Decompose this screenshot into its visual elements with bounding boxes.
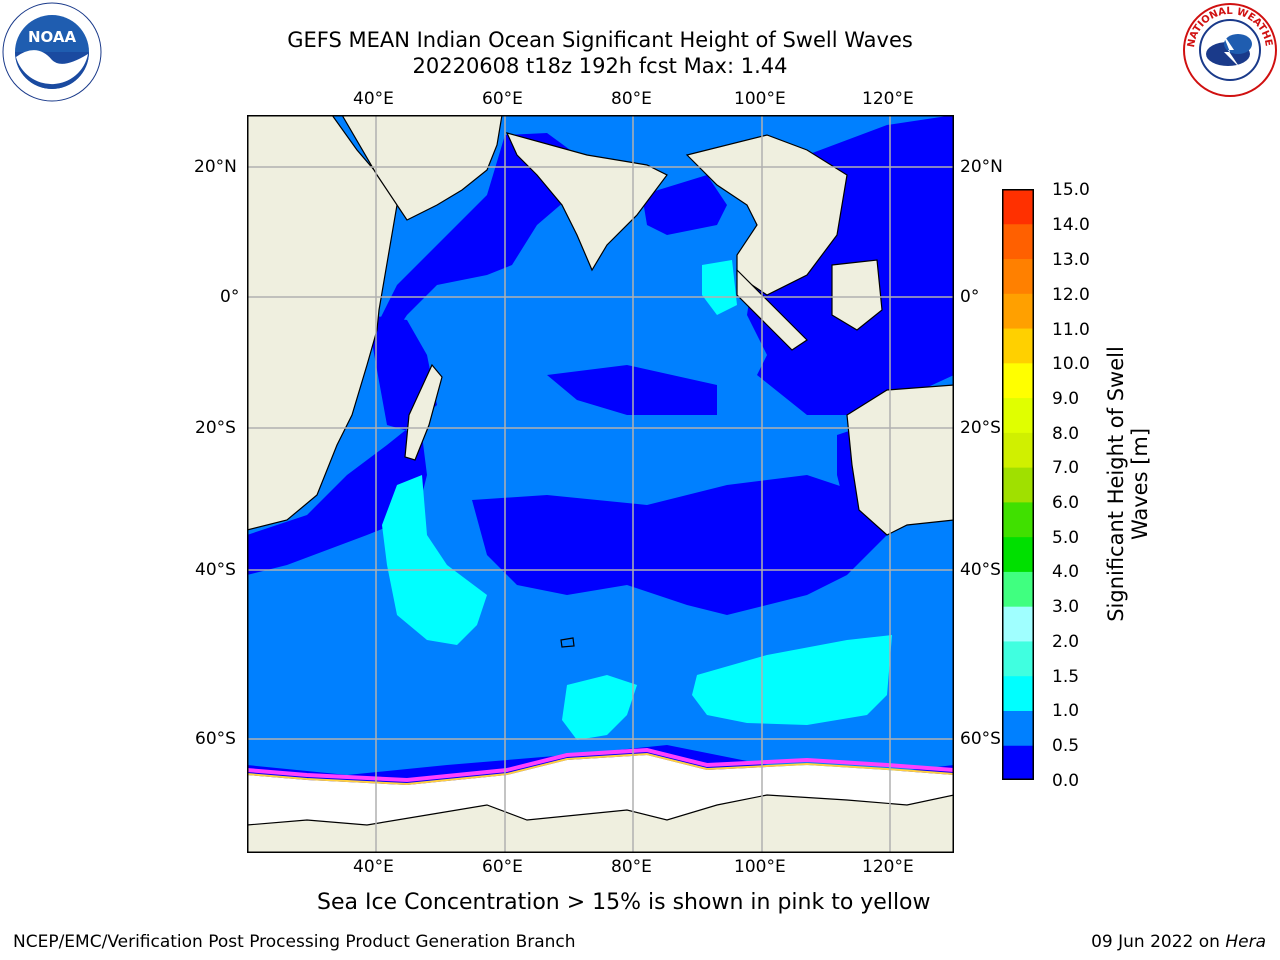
noaa-logo: NOAA [2,2,102,102]
footer-date: 09 Jun 2022 on Hera [1091,932,1266,952]
colorbar-segment [1002,467,1034,503]
land-australia [846,384,954,536]
colorbar-segment [1002,362,1034,399]
colorbar-tick: 13.0 [1052,250,1090,270]
lat-label-left-20S: 20°S [195,418,236,438]
land-borneo [831,259,883,331]
colorbar-segment [1002,293,1034,329]
colorbar-tick: 12.0 [1052,285,1090,305]
swell-region-arabian-sea [377,133,577,330]
colorbar-tick: 2.0 [1052,632,1080,652]
sea-ice-edge-yellow [247,752,954,786]
lon-label-bottom-120E: 120°E [862,857,914,877]
lat-label-right-0: 0° [960,287,980,307]
lon-label-bottom-60E: 60°E [482,857,523,877]
colorbar-segment [1002,501,1034,538]
footer-host: Hera [1225,932,1266,952]
colorbar-tick: 5.0 [1052,528,1080,548]
lat-label-right-20N: 20°N [960,157,1003,177]
lon-label-bottom-100E: 100°E [734,857,786,877]
lon-label-top-80E: 80°E [611,89,652,109]
colorbar-segment [1002,571,1034,607]
lat-label-right-60S: 60°S [960,729,1001,749]
lat-label-right-20S: 20°S [960,418,1001,438]
colorbar-frame [1002,189,1034,780]
chart-title: GEFS MEAN Indian Ocean Significant Heigh… [287,28,913,52]
lat-label-left-60S: 60°S [195,729,236,749]
land-kerguelen [560,637,575,648]
colorbar-segment [1002,223,1034,260]
colorbar-tick: 11.0 [1052,320,1090,340]
swell-region-cyan-s [562,675,637,740]
lon-label-top-40E: 40°E [353,89,394,109]
colorbar-tick: 14.0 [1052,215,1090,235]
land-indochina [685,134,848,296]
colorbar-segment [1002,536,1034,572]
colorbar-label-line2: Waves [m] [1128,427,1152,541]
swell-region-cyan-equatorial [702,260,737,315]
lat-label-left-0: 0° [220,287,240,307]
nws-logo: NATIONAL WEATHER SERVICE [1182,2,1277,97]
land-antarctica [247,794,954,853]
chart-subtitle: 20220608 t18z 192h fcst Max: 1.44 [412,54,788,78]
colorbar-tick: 15.0 [1052,180,1090,200]
swell-region-bay-of-bengal [642,175,727,235]
gridlines [247,115,954,853]
colorbar [1002,189,1034,780]
colorbar-segment [1002,606,1034,642]
colorbar-segment [1002,745,1034,780]
colorbar-tick: 1.5 [1052,667,1080,687]
colorbar-tick: 8.0 [1052,424,1080,444]
swell-region-central-east [547,365,717,415]
colorbar-tick: 0.0 [1052,771,1080,791]
colorbar-segment [1002,675,1034,711]
lon-label-top-120E: 120°E [862,89,914,109]
colorbar-tick: 3.0 [1052,597,1080,617]
colorbar-segment [1002,328,1034,364]
colorbar-tick: 6.0 [1052,493,1080,513]
swell-region-cyan-sw [382,475,487,645]
footer-date-text: 09 Jun 2022 on [1091,932,1226,952]
colorbar-segment [1002,189,1034,225]
lat-label-left-40S: 40°S [195,560,236,580]
colorbar-tick: 0.5 [1052,736,1080,756]
footer-credit: NCEP/EMC/Verification Post Processing Pr… [13,932,576,952]
colorbar-tick: 10.0 [1052,354,1090,374]
lon-label-top-60E: 60°E [482,89,523,109]
colorbar-label-line1: Significant Height of Swell [1104,346,1128,622]
swell-height-map [247,115,954,853]
lon-label-bottom-80E: 80°E [611,857,652,877]
sea-ice-note: Sea Ice Concentration > 15% is shown in … [317,890,931,915]
map-frame [247,115,954,853]
lon-label-bottom-40E: 40°E [353,857,394,877]
colorbar-tick: 4.0 [1052,562,1080,582]
lon-label-top-100E: 100°E [734,89,786,109]
land-sumatra [736,268,808,351]
colorbar-segment [1002,397,1034,433]
noaa-logo-text: NOAA [28,28,77,46]
lat-label-left-20N: 20°N [194,157,237,177]
lat-label-right-40S: 40°S [960,560,1001,580]
colorbar-tick: 7.0 [1052,458,1080,478]
swell-region-cyan-se [692,635,892,725]
land-madagascar [404,363,443,461]
colorbar-segment [1002,640,1034,677]
colorbar-segment [1002,710,1034,746]
sea-ice-edge-pink [247,747,954,783]
swell-region-south-central [472,475,887,615]
colorbar-tick: 1.0 [1052,701,1080,721]
colorbar-segment [1002,258,1034,294]
colorbar-segment [1002,432,1034,468]
land-africa [247,115,398,531]
colorbar-tick: 9.0 [1052,389,1080,409]
